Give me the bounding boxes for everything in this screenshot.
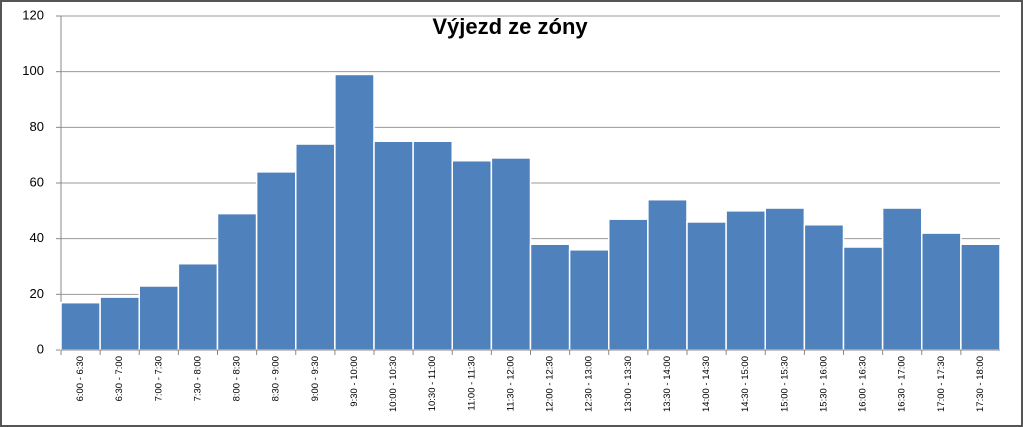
bar bbox=[490, 157, 532, 351]
x-tick-label: 8:30 - 9:00 bbox=[271, 356, 282, 401]
y-tick-label: 100 bbox=[22, 63, 44, 78]
bar bbox=[138, 285, 180, 351]
y-tick-label: 120 bbox=[22, 7, 44, 22]
bar bbox=[99, 296, 140, 351]
bar bbox=[529, 243, 571, 351]
y-tick-label: 20 bbox=[30, 286, 44, 301]
plot-area: 0 20 40 60 80 100 120 6:00 - 6:30 6:30 - 7:00 7:0… bbox=[22, 7, 1001, 412]
x-tick-label: 11:30 - 12:00 bbox=[505, 356, 516, 411]
bar bbox=[686, 221, 727, 351]
x-tick-label: 14:00 - 14:30 bbox=[701, 356, 712, 412]
bar bbox=[255, 171, 297, 351]
bar bbox=[412, 140, 453, 351]
x-tick-label: 10:00 - 10:30 bbox=[388, 356, 399, 412]
x-tick-label: 7:30 - 8:00 bbox=[192, 356, 203, 401]
bar bbox=[334, 73, 375, 351]
y-tick-label: 60 bbox=[30, 174, 44, 189]
x-tick-label: 12:00 - 12:30 bbox=[545, 356, 556, 412]
bar bbox=[842, 246, 884, 351]
bar bbox=[764, 207, 806, 351]
bar bbox=[177, 262, 219, 351]
x-tick-label: 9:00 - 9:30 bbox=[310, 356, 321, 401]
x-tick-label: 11:00 - 11:30 bbox=[466, 356, 477, 411]
x-tick-label: 7:00 - 7:30 bbox=[153, 356, 164, 401]
x-tick-label: 9:30 - 10:00 bbox=[349, 356, 360, 407]
x-tick-label: 12:30 - 13:00 bbox=[584, 356, 595, 412]
y-tick-label: 80 bbox=[30, 119, 44, 134]
bar bbox=[725, 210, 766, 351]
bar bbox=[608, 218, 649, 351]
bar bbox=[60, 301, 101, 351]
bar bbox=[568, 249, 610, 351]
bar bbox=[451, 159, 493, 351]
x-tick-label: 10:30 - 11:00 bbox=[427, 356, 438, 411]
bar bbox=[647, 198, 688, 351]
y-tick-label: 0 bbox=[37, 341, 44, 356]
bar bbox=[881, 207, 923, 351]
x-tick-label: 15:30 - 16:00 bbox=[818, 356, 829, 412]
x-tick-label: 16:30 - 17:00 bbox=[897, 356, 908, 412]
bar bbox=[373, 140, 414, 351]
bar bbox=[921, 232, 962, 351]
x-tick-label: 6:30 - 7:00 bbox=[114, 356, 125, 401]
x-tick-label: 17:00 - 17:30 bbox=[936, 356, 947, 412]
bar bbox=[295, 143, 336, 351]
chart-title: Výjezd ze zóny bbox=[432, 14, 588, 39]
x-tick-label: 13:30 - 14:00 bbox=[662, 356, 673, 412]
bar bbox=[960, 243, 1001, 351]
x-tick-label: 8:00 - 8:30 bbox=[232, 356, 243, 401]
x-tick-label: 13:00 - 13:30 bbox=[623, 356, 634, 412]
y-tick-label: 40 bbox=[30, 230, 44, 245]
bar bbox=[803, 224, 845, 351]
bar bbox=[216, 212, 258, 351]
x-tick-label: 16:00 - 16:30 bbox=[858, 356, 869, 412]
x-tick-label: 15:00 - 15:30 bbox=[779, 356, 790, 412]
x-tick-label: 17:30 - 18:00 bbox=[975, 356, 986, 412]
x-tick-label: 14:30 - 15:00 bbox=[740, 356, 751, 412]
x-tick-label: 6:00 - 6:30 bbox=[75, 356, 86, 401]
